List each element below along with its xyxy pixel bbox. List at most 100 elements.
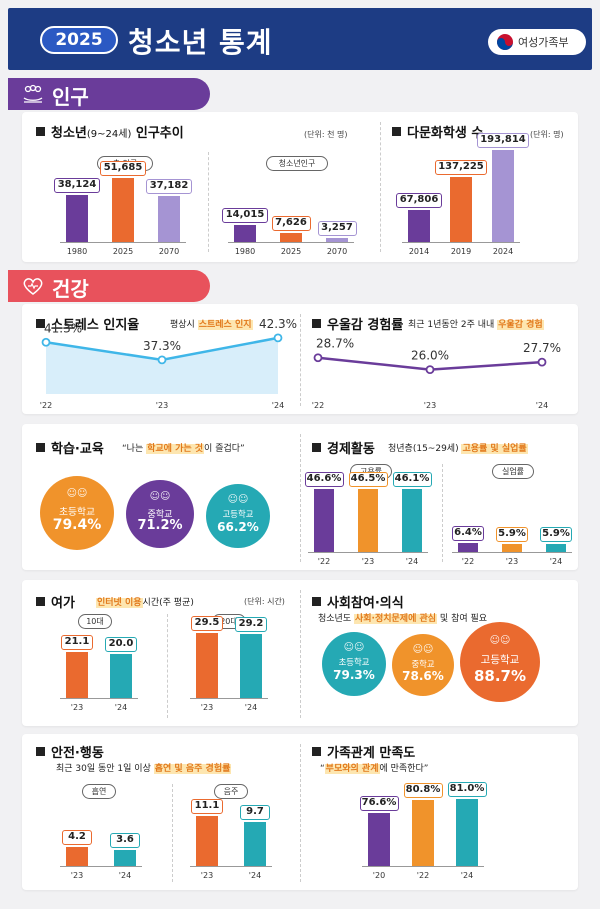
smoking-value-label: 3.6 — [110, 832, 140, 848]
leisure-twenties-value-label: 29.5 — [190, 616, 224, 632]
population-panel: 청소년(9~24세) 인구추이 (단위: 천 명) 총 인구 청소년인구 다문화… — [22, 112, 578, 262]
unemployment-value-label: 5.9% — [495, 526, 529, 542]
employment-value-label: 46.1% — [392, 472, 432, 488]
depression-title: 우울감 경험률 — [312, 314, 403, 333]
study-title: 학습·교육 — [36, 438, 104, 457]
depression-point — [313, 353, 323, 363]
multicultural-title: 다문화학생 수 — [392, 122, 483, 141]
stress-note: 평상시 스트레스 인지 — [170, 320, 253, 330]
employment-bar — [402, 489, 422, 552]
section-title-health: 건강 — [52, 277, 89, 301]
family-x-tick: '24 — [460, 871, 474, 880]
multicultural-bar — [492, 149, 514, 242]
depression-x-tick: '22 — [312, 401, 324, 410]
drinking-x-tick: '23 — [200, 871, 214, 880]
family-x-tick: '22 — [416, 871, 430, 880]
unemployment-baseline — [452, 552, 572, 553]
employment-x-tick: '24 — [405, 557, 419, 566]
employment-value-label: 46.6% — [304, 471, 344, 487]
multicultural-x-tick: 2024 — [492, 247, 514, 256]
youth-population-label: 청소년인구 — [266, 156, 328, 171]
depression-point — [425, 365, 435, 374]
study-bubble: ☺☺ 중학교 71.2% — [126, 480, 194, 548]
unemployment-value-label: 6.4% — [451, 526, 485, 542]
drinking-label: 음주 — [214, 784, 248, 799]
family-baseline — [362, 866, 484, 867]
youth-population-baseline — [228, 242, 354, 243]
section-tab-health: 건강 — [8, 270, 210, 302]
stress-depression-panel: 스트레스 인지율 평상시 스트레스 인지 우울감 경험률 최근 1년동안 2주 … — [22, 304, 578, 414]
stress-point — [273, 333, 283, 343]
depression-x-tick: '24 — [536, 401, 548, 410]
page-title: 청소년 통계 — [128, 26, 273, 59]
depression-x-tick: '23 — [424, 401, 436, 410]
student-icon: ☺☺ — [412, 643, 434, 655]
teens-label: 10대 — [78, 614, 112, 629]
leisure-twenties-bar — [196, 633, 218, 698]
family-value-label: 80.8% — [403, 782, 443, 798]
total-population-bar — [66, 194, 88, 242]
total-population-x-tick: 1980 — [66, 247, 88, 256]
family-title: 가족관계 만족도 — [312, 742, 415, 761]
depression-value-label: 26.0% — [411, 349, 449, 363]
social-note: 청소년도 사회·정치문제에 관심 및 참여 필요 — [318, 614, 488, 624]
total-population-value-label: 51,685 — [100, 161, 146, 177]
study-bubble-value: 66.2% — [217, 519, 259, 534]
employment-value-label: 46.5% — [348, 471, 388, 487]
unemployment-bar — [502, 543, 522, 552]
section-title-population: 인구 — [52, 85, 89, 109]
multicultural-x-tick: 2014 — [408, 247, 430, 256]
youth-population-x-tick: 2025 — [280, 247, 302, 256]
leisure-teens-bar — [110, 654, 132, 698]
safety-family-panel: 안전·행동 최근 30일 동안 1일 이상 흡연 및 음주 경험률 흡연 음주 … — [22, 734, 578, 890]
study-bubble: ☺☺ 초등학교 79.4% — [40, 476, 114, 550]
economy-note: 청년층(15~29세) 고용률 및 실업률 — [388, 444, 528, 454]
unemployment-bar — [458, 543, 478, 552]
total-population-baseline — [60, 242, 186, 243]
youth-population-value-label: 3,257 — [317, 220, 357, 236]
family-x-tick: '20 — [372, 871, 386, 880]
youth-population-bar — [280, 232, 302, 242]
social-bubble-value: 78.6% — [402, 668, 444, 683]
family-value-label: 81.0% — [447, 782, 487, 798]
depression-value-label: 28.7% — [316, 337, 354, 351]
leisure-teens-baseline — [60, 698, 138, 699]
total-population-bar — [158, 196, 180, 242]
leisure-unit: (단위: 시간) — [244, 597, 285, 606]
study-bubble-value: 79.4% — [52, 517, 102, 534]
drinking-value-label: 11.1 — [190, 799, 224, 815]
student-icon: ☺☺ — [227, 494, 249, 506]
leisure-teens-x-tick: '24 — [114, 703, 128, 712]
student-icon: ☺☺ — [489, 634, 511, 646]
social-bubble: ☺☺ 초등학교 79.3% — [322, 632, 386, 696]
youth-population-value-label: 7,626 — [271, 215, 311, 231]
student-icon: ☺☺ — [149, 490, 171, 502]
unemployment-x-tick: '22 — [461, 557, 475, 566]
total-population-value-label: 37,182 — [146, 179, 192, 195]
multicultural-x-tick: 2019 — [450, 247, 472, 256]
population-trend-title: 청소년(9~24세) 인구추이 — [36, 122, 184, 141]
multicultural-value-label: 137,225 — [434, 159, 488, 175]
smoking-baseline — [60, 866, 142, 867]
economy-title: 경제활동 — [312, 438, 375, 457]
social-bubble-label: 초등학교 — [338, 657, 370, 668]
smoking-bar — [66, 847, 88, 866]
multicultural-bar — [408, 209, 430, 242]
study-bubble-label: 고등학교 — [222, 509, 254, 520]
stress-title: 스트레스 인지율 — [36, 314, 139, 333]
social-bubble-value: 79.3% — [333, 667, 375, 682]
drinking-baseline — [190, 866, 272, 867]
total-population-x-tick: 2070 — [158, 247, 180, 256]
leisure-teens-value-label: 21.1 — [60, 634, 94, 650]
depression-note: 최근 1년동안 2주 내내 우울감 경험 — [408, 320, 544, 330]
smoking-value-label: 4.2 — [62, 830, 92, 846]
drinking-value-label: 9.7 — [240, 805, 270, 821]
leisure-note: 인터넷 이용시간(주 평균) — [96, 598, 194, 608]
employment-bar — [314, 488, 334, 552]
leisure-teens-value-label: 20.0 — [104, 637, 138, 653]
stress-point — [157, 355, 167, 365]
heart-icon — [23, 278, 43, 295]
header-banner: 2025 청소년 통계 여성가족부 — [8, 8, 592, 70]
ministry-name: 여성가족부 — [518, 36, 569, 49]
leisure-twenties-bar — [240, 634, 262, 698]
